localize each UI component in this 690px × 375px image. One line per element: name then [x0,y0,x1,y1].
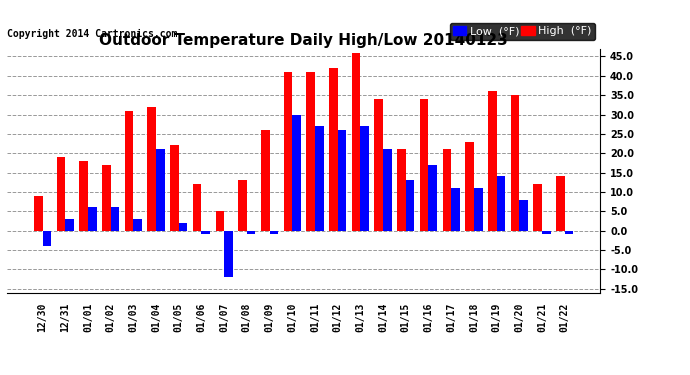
Bar [270,231,278,234]
Bar [375,99,383,231]
Bar [337,130,346,231]
Bar [215,211,224,231]
Bar [247,231,255,234]
Bar [533,184,542,231]
Bar [179,223,188,231]
Bar [148,107,156,231]
Bar [542,231,551,234]
Title: Outdoor Temperature Daily High/Low 20140123: Outdoor Temperature Daily High/Low 20140… [99,33,508,48]
Bar [315,126,324,231]
Bar [420,99,428,231]
Bar [474,188,482,231]
Bar [79,161,88,231]
Bar [564,231,573,234]
Bar [428,165,437,231]
Bar [406,180,415,231]
Bar [397,149,406,231]
Bar [511,95,520,231]
Bar [125,111,133,231]
Text: Copyright 2014 Cartronics.com: Copyright 2014 Cartronics.com [7,29,177,39]
Bar [451,188,460,231]
Bar [43,231,51,246]
Bar [193,184,201,231]
Bar [306,72,315,231]
Bar [520,200,528,231]
Bar [102,165,110,231]
Bar [465,142,474,231]
Bar [34,196,43,231]
Bar [293,114,301,231]
Bar [360,126,369,231]
Bar [284,72,293,231]
Bar [261,130,270,231]
Bar [329,68,337,231]
Bar [201,231,210,234]
Bar [170,146,179,231]
Bar [488,91,497,231]
Bar [383,149,392,231]
Bar [352,53,360,231]
Bar [57,157,65,231]
Bar [133,219,142,231]
Bar [224,231,233,277]
Bar [442,149,451,231]
Bar [65,219,74,231]
Bar [497,176,505,231]
Bar [88,207,97,231]
Bar [156,149,165,231]
Bar [110,207,119,231]
Bar [556,176,564,231]
Bar [238,180,247,231]
Legend: Low  (°F), High  (°F): Low (°F), High (°F) [450,22,595,40]
